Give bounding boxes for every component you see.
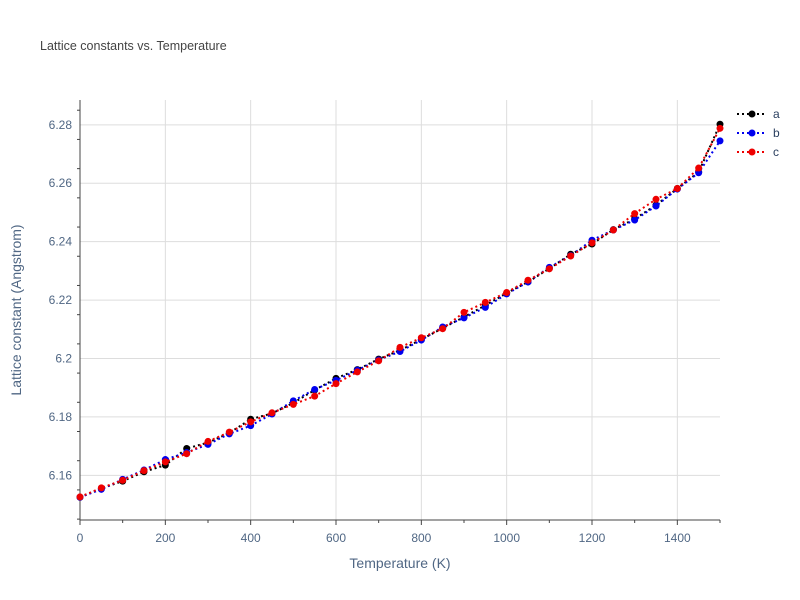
series-c — [76, 124, 724, 501]
data-point-c — [97, 484, 105, 492]
data-point-c — [567, 252, 575, 260]
y-axis-title: Lattice constant (Angstrom) — [8, 224, 24, 395]
tick-labels: 0 200 400 600 800 1000 1200 1400 6.16 6.18 6.2 6.22… — [49, 118, 691, 545]
data-point-c — [588, 239, 596, 247]
legend-swatch-marker — [748, 129, 756, 137]
data-point-c — [609, 226, 617, 234]
data-point-c — [375, 357, 383, 365]
data-point-c — [396, 343, 404, 351]
data-point-b — [311, 385, 319, 393]
y-tick-label: 6.26 — [49, 176, 73, 190]
data-point-c — [524, 276, 532, 284]
legend-swatch-marker — [748, 148, 756, 156]
chart-title: Lattice constants vs. Temperature — [40, 39, 227, 53]
data-point-c — [460, 308, 468, 316]
grid — [80, 100, 720, 520]
y-tick-label: 6.2 — [55, 351, 72, 365]
x-tick-label: 1000 — [493, 531, 520, 545]
series-layer — [76, 120, 724, 501]
y-tick-label: 6.22 — [49, 293, 73, 307]
legend-label: b — [773, 126, 780, 140]
data-point-c — [119, 476, 127, 484]
data-point-c — [140, 467, 148, 475]
data-point-c — [503, 288, 511, 296]
y-tick-label: 6.18 — [49, 410, 73, 424]
data-point-c — [353, 368, 361, 376]
data-point-c — [247, 418, 255, 426]
data-point-c — [716, 124, 724, 132]
x-tick-label: 800 — [411, 531, 431, 545]
data-point-c — [225, 428, 233, 436]
data-point-c — [311, 392, 319, 400]
legend-swatch-marker — [748, 110, 756, 118]
y-tick-label: 6.28 — [49, 118, 73, 132]
x-axis-title: Temperature (K) — [349, 555, 450, 571]
data-point-c — [183, 450, 191, 458]
data-point-c — [289, 400, 297, 408]
x-tick-label: 1400 — [664, 531, 691, 545]
data-point-c — [268, 409, 276, 417]
x-tick-label: 0 — [77, 531, 84, 545]
y-tick-label: 6.24 — [49, 235, 73, 249]
x-tick-label: 400 — [241, 531, 261, 545]
data-point-b — [631, 216, 639, 224]
data-point-c — [161, 458, 169, 466]
data-point-c — [695, 164, 703, 172]
data-point-b — [716, 137, 724, 145]
data-point-c — [481, 298, 489, 306]
x-tick-label: 200 — [155, 531, 175, 545]
data-point-c — [652, 195, 660, 203]
y-tick-label: 6.16 — [49, 468, 73, 482]
data-point-c — [76, 493, 84, 501]
axes — [77, 100, 721, 525]
data-point-c — [673, 184, 681, 192]
data-point-c — [417, 334, 425, 342]
legend-label: a — [773, 107, 780, 121]
data-point-b — [481, 303, 489, 311]
data-point-b — [460, 314, 468, 322]
legend-item-b[interactable]: b — [737, 126, 780, 140]
data-point-b — [652, 202, 660, 210]
legend-label: c — [773, 145, 779, 159]
data-point-c — [631, 210, 639, 218]
x-tick-label: 600 — [326, 531, 346, 545]
data-point-c — [545, 265, 553, 273]
data-point-c — [332, 380, 340, 388]
data-point-c — [439, 325, 447, 333]
legend-item-a[interactable]: a — [737, 107, 780, 121]
legend[interactable]: abc — [737, 107, 780, 159]
x-tick-label: 1200 — [579, 531, 606, 545]
legend-item-c[interactable]: c — [737, 145, 779, 159]
data-point-c — [204, 437, 212, 445]
